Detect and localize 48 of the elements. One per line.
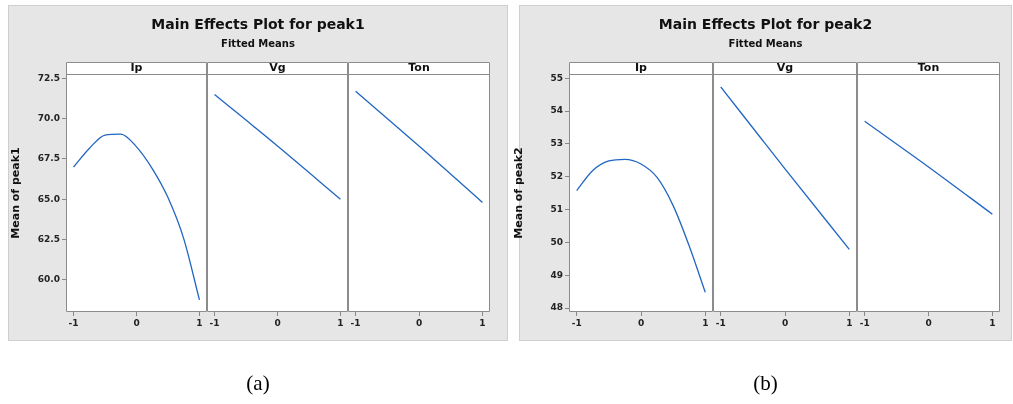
x-tick-label: 1 [702, 317, 709, 328]
x-tick-label: 0 [925, 317, 932, 328]
x-tick-label: 0 [274, 317, 281, 328]
y-axis-title: Mean of peak2 [512, 147, 526, 239]
x-tick-label: 1 [846, 317, 853, 328]
x-axis-title: Ip [635, 60, 648, 74]
x-tick-label: 1 [989, 317, 996, 328]
y-tick-label: 52 [550, 171, 563, 182]
x-axis-title: Vg [776, 60, 794, 74]
x-tick-label: -1 [715, 317, 726, 328]
x-tick-label: -1 [68, 317, 79, 328]
x-tick-label: 1 [479, 317, 486, 328]
y-tick-label: 67.5 [37, 153, 60, 164]
y-tick-label: 51 [550, 203, 563, 214]
y-tick-label: 48 [550, 302, 563, 313]
chart-subtitle: Fitted Means [727, 38, 804, 49]
y-tick-label: 60.0 [37, 274, 60, 285]
text: (b) [752, 371, 779, 396]
y-tick-label: 55 [550, 72, 563, 83]
y-tick-label: 72.5 [37, 72, 60, 83]
x-axis-title: Ton [917, 60, 940, 74]
x-tick-label: -1 [571, 317, 582, 328]
y-tick-label: 54 [550, 105, 563, 116]
y-tick-label: 53 [550, 138, 563, 149]
line-series [576, 158, 706, 293]
y-tick-label: 50 [550, 236, 563, 247]
y-tick-label: 49 [550, 269, 563, 280]
x-axis-title: Vg [269, 60, 286, 74]
chart-subtitle: Fitted Means [220, 38, 296, 49]
y-tick-label: 70.0 [37, 112, 60, 123]
y-tick-label: 62.5 [37, 233, 60, 244]
x-tick-label: 1 [337, 317, 344, 328]
x-tick-label: 0 [133, 317, 140, 328]
chart-title: Main Effects Plot for peak1 [150, 16, 366, 32]
x-tick-label: 0 [415, 317, 423, 328]
x-axis-title: Ip [130, 60, 143, 74]
line-series [72, 133, 201, 301]
y-axis-title: Mean of peak1 [9, 147, 23, 239]
x-tick-label: 0 [637, 317, 645, 328]
chart-title: Main Effects Plot for peak2 [657, 16, 874, 32]
text: (a) [245, 371, 271, 396]
y-tick-label: 65.0 [37, 193, 60, 204]
x-tick-label: 1 [196, 317, 203, 328]
x-tick-label: 0 [781, 317, 789, 328]
x-tick-label: -1 [350, 317, 361, 328]
x-tick-label: -1 [209, 317, 220, 328]
x-axis-title: Ton [408, 60, 430, 74]
x-tick-label: -1 [859, 317, 870, 328]
